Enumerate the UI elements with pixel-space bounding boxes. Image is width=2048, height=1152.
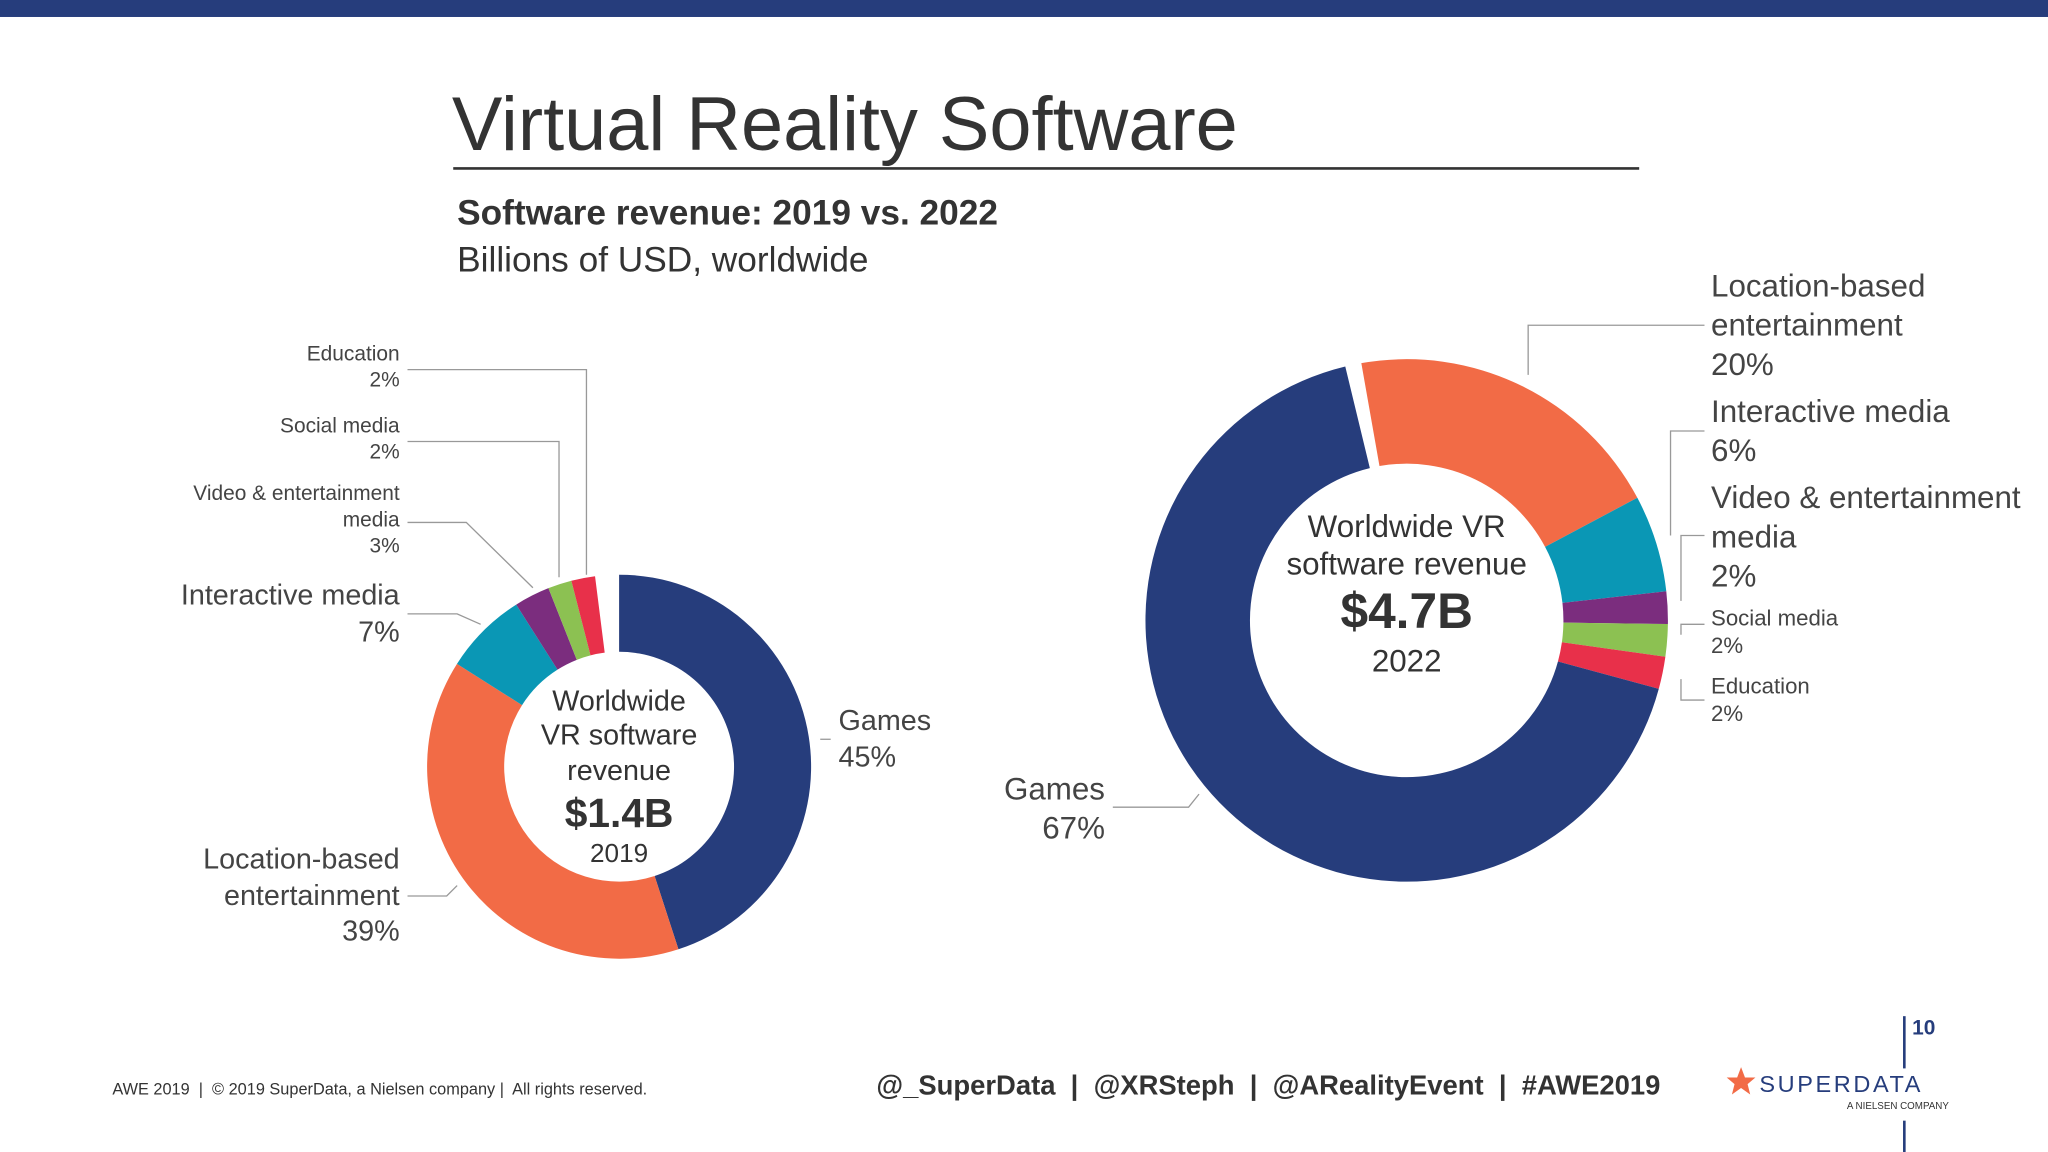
value-label: 39% — [342, 914, 400, 947]
category-label: Games — [1003, 771, 1105, 808]
donut-slice — [1561, 622, 1668, 657]
copyright: AWE 2019 | © 2019 SuperData, a Nielsen c… — [112, 1081, 647, 1099]
slice-label: Social media 2% — [1711, 605, 1972, 661]
leader-line — [1680, 534, 1705, 601]
category-label: Social media — [280, 415, 400, 438]
donut-slice — [1545, 497, 1667, 603]
leader-line — [407, 613, 481, 625]
value-label: 67% — [1042, 811, 1105, 847]
slice-label: Games 67% — [844, 771, 1105, 849]
subtitle-note: Billions of USD, worldwide — [457, 241, 868, 280]
total-label: $4.7B — [1340, 585, 1473, 641]
category-label: Video & entertainment media — [193, 483, 400, 532]
donut-slice — [619, 574, 812, 950]
donut-slice — [571, 576, 605, 656]
category-label: Education — [1711, 673, 1810, 699]
value-label: 2% — [369, 369, 400, 392]
slice-label: Video & entertainment media 3% — [138, 482, 399, 560]
donut-slice — [1361, 359, 1638, 547]
donut-slice — [1557, 642, 1666, 689]
value-label: 20% — [1711, 347, 1774, 383]
donut-center: Worldwide VR software revenue $1.4B 2019 — [521, 684, 716, 869]
center-label: Worldwide VR software revenue — [1286, 508, 1527, 583]
value-label: 2% — [1711, 633, 1744, 659]
slice-label: Games 45% — [839, 703, 1048, 775]
slice-label: Location-based entertainment 20% — [1711, 268, 1940, 386]
category-label: Interactive media — [180, 578, 400, 612]
donut-center: Worldwide VR software revenue $4.7B 2022 — [1273, 508, 1539, 682]
value-label: 2% — [1711, 701, 1744, 727]
leader-line — [1527, 324, 1705, 375]
category-label: Video & entertainment media — [1711, 480, 2021, 556]
slice-label: Interactive media 6% — [1711, 393, 1998, 471]
page-number: 10 — [1912, 1016, 1935, 1039]
category-label: Education — [306, 343, 400, 366]
value-label: 3% — [369, 535, 400, 558]
category-label: Games — [838, 703, 932, 737]
donut-slice — [516, 588, 577, 670]
value-label: 2% — [369, 441, 400, 464]
slice-label: Location-based entertainment 39% — [138, 841, 400, 949]
leader-line — [407, 440, 560, 578]
slice-label: Education 2% — [1711, 673, 1972, 729]
leader-line — [1112, 793, 1200, 808]
value-label: 2% — [1711, 559, 1757, 595]
logo: SUPERDATA — [1759, 1071, 1923, 1097]
subtitle: Software revenue: 2019 vs. 2022 — [457, 194, 998, 233]
leader-line — [1680, 623, 1705, 635]
value-label: 7% — [358, 614, 400, 648]
center-label: Worldwide VR software revenue — [540, 683, 698, 787]
year-label: 2022 — [1371, 643, 1442, 679]
category-label: Location-based entertainment — [203, 842, 400, 912]
logo-star — [1726, 1067, 1756, 1095]
leader-line — [407, 885, 458, 897]
year-label: 2019 — [590, 839, 649, 868]
donut-slice — [1145, 366, 1659, 882]
slice-label: Education 2% — [138, 342, 400, 394]
donut-slice — [456, 604, 558, 706]
slice-label: Video & entertainment media 2% — [1711, 479, 2024, 597]
title: Virtual Reality Software — [452, 82, 1238, 167]
category-label: Interactive media — [1711, 394, 1950, 430]
leader-line — [407, 521, 534, 589]
leader-line — [407, 368, 588, 575]
slice-label: Interactive media 7% — [138, 577, 400, 649]
handles: @_SuperData | @XRSteph | @ARealityEvent … — [876, 1070, 1660, 1101]
donut-slice — [1562, 591, 1668, 625]
category-label: Social media — [1711, 606, 1839, 631]
value-label: 6% — [1711, 433, 1757, 469]
donut-slice — [548, 580, 591, 660]
logo-tagline: A NIELSEN COMPANY — [1847, 1101, 1949, 1112]
leader-line — [1680, 679, 1705, 701]
leader-line — [1669, 430, 1705, 536]
donut-slice — [427, 663, 679, 959]
category-label: Location-based entertainment — [1711, 269, 1926, 344]
slice-label: Social media 2% — [138, 414, 400, 466]
value-label: 45% — [838, 739, 897, 773]
total-label: $1.4B — [564, 790, 674, 837]
top-bar — [0, 0, 2048, 17]
